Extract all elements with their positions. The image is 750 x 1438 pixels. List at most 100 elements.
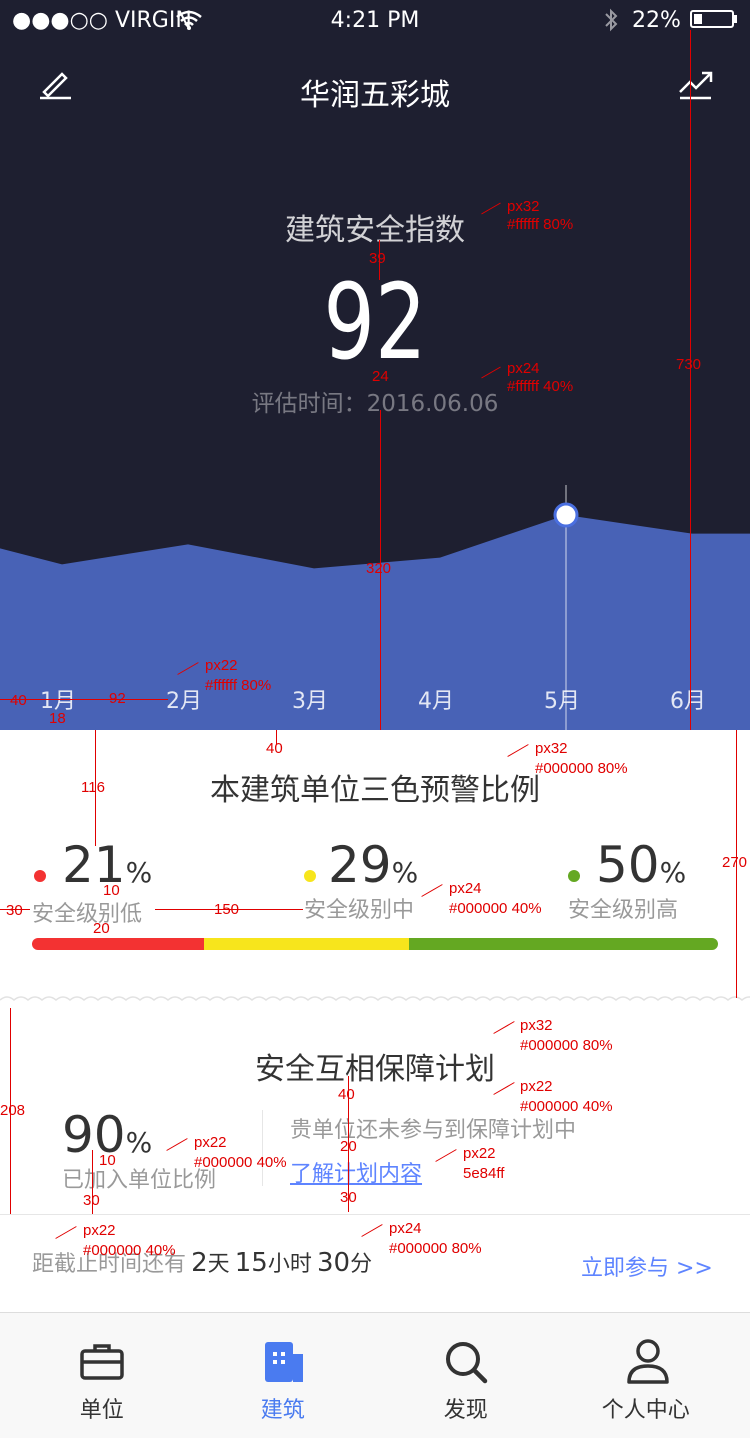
tab-building[interactable]: 建筑 — [189, 1312, 377, 1438]
annotation: 40 — [338, 1086, 355, 1103]
tab-profile[interactable]: 个人中心 — [552, 1312, 740, 1438]
edit-icon[interactable] — [38, 68, 74, 100]
wifi-icon — [176, 10, 202, 30]
annotation: 730 — [676, 356, 702, 373]
annotation: px22 — [520, 1078, 553, 1095]
annotation: #000000 40% — [449, 900, 542, 917]
level-high-dot — [568, 870, 580, 882]
joined-ratio-label: 已加入单位比例 — [62, 1168, 217, 1193]
index-value: 92 — [323, 261, 427, 383]
x-tick-label: 3月 — [292, 689, 328, 714]
annotation: px22 — [83, 1222, 116, 1239]
annotation: px24 — [389, 1220, 422, 1237]
plan-divider — [262, 1110, 263, 1186]
annotation: 40 — [266, 740, 283, 757]
x-tick-label: 2月 — [166, 689, 202, 714]
annotation: px22 — [205, 657, 238, 674]
annotation: 5e84ff — [463, 1165, 505, 1182]
trend-icon[interactable] — [678, 68, 714, 100]
battery-fill — [694, 14, 702, 24]
annotation: 20 — [93, 920, 110, 937]
x-tick-label: 6月 — [670, 689, 706, 714]
annotation: 40 — [10, 692, 27, 709]
wave-divider — [0, 996, 750, 1001]
ratio-segment — [203, 938, 410, 950]
ratio-segment — [409, 938, 718, 950]
level-high-value: 50% — [596, 836, 687, 894]
annotation: 150 — [214, 901, 240, 918]
annotation: px32 — [535, 740, 568, 757]
warning-ratio-bar — [32, 938, 718, 950]
annotation: #000000 80% — [535, 760, 628, 777]
header-panel: ●●●○○ VIRGIN 4:21 PM 22% 华润五彩城 建筑安全指数 — [0, 0, 750, 730]
highlight-point[interactable] — [553, 502, 579, 528]
level-mid-label: 安全级别中 — [304, 898, 415, 923]
annotation: px24 — [507, 360, 540, 377]
level-low-label: 安全级别低 — [32, 902, 143, 927]
x-tick-label: 4月 — [418, 689, 454, 714]
carrier-label: ●●●○○ VIRGIN — [12, 8, 192, 33]
eval-time: 评估时间：2016.06.06 — [251, 391, 499, 417]
annotation: 30 — [340, 1189, 357, 1206]
annotation: 18 — [49, 710, 66, 727]
annotation: #000000 40% — [83, 1242, 176, 1259]
nav-title: 华润五彩城 — [300, 78, 450, 113]
annotation: 270 — [722, 854, 748, 871]
chart-area — [0, 515, 750, 730]
tab-profile-label: 个人中心 — [601, 1398, 690, 1423]
annotation: 10 — [99, 1152, 116, 1169]
plan-detail-link[interactable]: 了解计划内容 — [290, 1162, 423, 1187]
index-title: 建筑安全指数 — [285, 213, 465, 248]
level-low-dot — [34, 870, 46, 882]
tab-bar — [0, 1312, 750, 1438]
tab-building-label: 建筑 — [260, 1398, 305, 1423]
annotation: 20 — [340, 1138, 357, 1155]
annotation: #000000 40% — [194, 1154, 287, 1171]
annotation: 116 — [81, 779, 105, 796]
annotation: px22 — [194, 1134, 227, 1151]
annotation: #000000 80% — [520, 1037, 613, 1054]
join-now-button[interactable]: 立即参与 >> — [581, 1256, 713, 1281]
status-bar: ●●●○○ VIRGIN 4:21 PM 22% — [0, 0, 750, 40]
tab-discover-label: 发现 — [443, 1398, 488, 1423]
level-low-value: 21% — [62, 836, 153, 894]
annotation: 320 — [366, 560, 392, 577]
annotation: #ffffff 80% — [205, 677, 272, 694]
annotation: px32 — [507, 198, 540, 215]
annotation: 39 — [369, 250, 386, 267]
level-mid-dot — [304, 870, 316, 882]
battery-icon — [690, 10, 734, 28]
annotation: 30 — [6, 902, 23, 919]
tab-unit[interactable]: 单位 — [8, 1312, 196, 1438]
level-high-label: 安全级别高 — [568, 898, 679, 923]
bluetooth-icon — [605, 8, 618, 32]
annotation: #ffffff 40% — [507, 378, 574, 395]
search-icon — [446, 1342, 488, 1384]
annotation: 24 — [372, 368, 389, 385]
tab-unit-label: 单位 — [79, 1398, 124, 1423]
nav-bar: 华润五彩城 — [0, 50, 750, 130]
plan-separator — [0, 1214, 750, 1215]
annotation: #ffffff 80% — [507, 216, 574, 233]
tab-discover[interactable]: 发现 — [372, 1312, 560, 1438]
battery-tip — [734, 15, 737, 23]
annotation: #000000 40% — [520, 1098, 613, 1115]
annotation: 10 — [103, 882, 120, 899]
level-mid-value: 29% — [328, 836, 419, 894]
annotation: px32 — [520, 1017, 553, 1034]
annotation: px24 — [449, 880, 482, 897]
ratio-segment — [32, 938, 204, 950]
building-icon — [265, 1342, 303, 1382]
briefcase-icon — [80, 1344, 124, 1380]
deadline-countdown: 距截止时间还有 2天 15小时 30分 — [32, 1248, 373, 1278]
battery-percent: 22% — [632, 8, 681, 33]
annotation: 30 — [83, 1192, 100, 1209]
plan-status-text: 贵单位还未参与到保障计划中 — [290, 1118, 577, 1143]
annotation: #000000 80% — [389, 1240, 482, 1257]
trend-chart: 1月 2月 3月 4月 5月 6月 — [0, 485, 750, 730]
x-tick-label: 5月 — [544, 689, 580, 714]
clock: 4:21 PM — [330, 8, 420, 33]
user-icon — [627, 1339, 669, 1384]
annotation: 92 — [109, 690, 126, 707]
x-tick-label: 1月 — [40, 689, 76, 714]
